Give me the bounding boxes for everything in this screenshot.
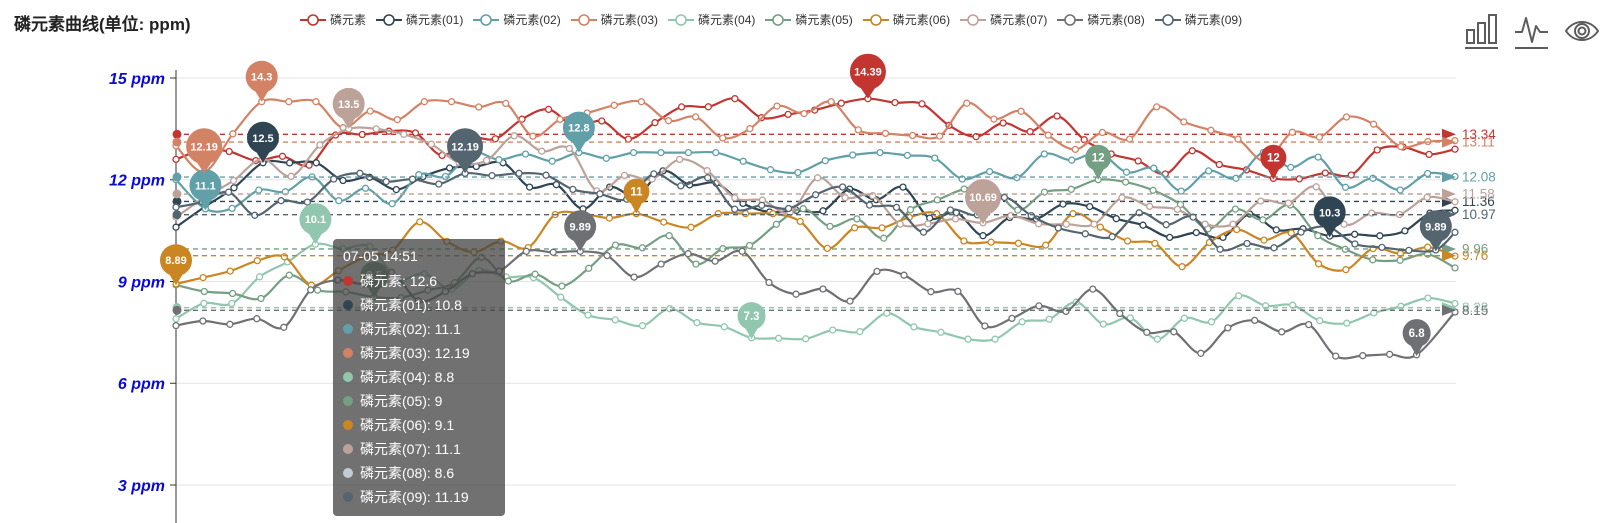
svg-text:13.5: 13.5 bbox=[338, 99, 359, 111]
legend-label: 磷元素(09) bbox=[1184, 13, 1243, 27]
avg-value-label: 10.97 bbox=[1462, 207, 1496, 222]
svg-text:10.1: 10.1 bbox=[305, 214, 326, 226]
chart-title: 磷元素曲线(单位: ppm) bbox=[14, 15, 191, 34]
avg-value-label: 11.58 bbox=[1462, 186, 1495, 201]
legend-item-9[interactable]: 磷元素(09) bbox=[1154, 11, 1243, 28]
avg-markline-0 bbox=[172, 128, 1456, 140]
svg-text:10.69: 10.69 bbox=[969, 192, 997, 204]
extreme-marker-balloon: 11.1 bbox=[189, 169, 222, 211]
legend-label: 磷元素(05) bbox=[795, 13, 853, 27]
avg-value-label: 13.34 bbox=[1462, 127, 1496, 142]
legend-label: 磷元素(07) bbox=[990, 13, 1048, 27]
legend-item-1[interactable]: 磷元素(01) bbox=[376, 11, 463, 28]
toolbox bbox=[1464, 12, 1600, 52]
extreme-marker-balloon: 12 bbox=[1085, 144, 1112, 180]
legend-line-icon bbox=[300, 13, 326, 26]
legend-label: 磷元素(04) bbox=[698, 13, 756, 27]
svg-text:6.8: 6.8 bbox=[1409, 328, 1426, 340]
legend-line-icon bbox=[668, 13, 695, 26]
bar-chart-icon[interactable] bbox=[1464, 12, 1500, 52]
svg-text:12.19: 12.19 bbox=[190, 141, 218, 153]
avg-value-label: 8.15 bbox=[1462, 303, 1488, 318]
svg-text:10.3: 10.3 bbox=[1319, 207, 1340, 219]
avg-markline-2 bbox=[172, 171, 1456, 183]
legend-label: 磷元素 bbox=[330, 13, 367, 27]
svg-text:14.3: 14.3 bbox=[251, 72, 272, 84]
svg-text:12: 12 bbox=[1092, 153, 1105, 165]
avg-value-label: 13.11 bbox=[1462, 135, 1495, 150]
extreme-marker-balloon: 13.5 bbox=[332, 87, 365, 129]
legend-line-icon bbox=[862, 13, 889, 26]
legend-line-icon bbox=[1154, 13, 1181, 26]
legend-label: 磷元素(01) bbox=[406, 13, 464, 27]
extreme-marker-balloon: 8.89 bbox=[160, 244, 192, 286]
legend-item-3[interactable]: 磷元素(03) bbox=[570, 11, 659, 28]
extreme-marker-balloon: 12.8 bbox=[562, 111, 595, 153]
svg-text:11.1: 11.1 bbox=[195, 180, 216, 192]
y-axis-label: 12 ppm bbox=[109, 173, 165, 190]
svg-text:12.5: 12.5 bbox=[252, 133, 273, 145]
extreme-marker-balloon: 9.89 bbox=[1419, 210, 1452, 252]
svg-text:7.3: 7.3 bbox=[744, 311, 760, 323]
avg-value-label: 11.36 bbox=[1462, 194, 1495, 209]
y-axis-label: 9 ppm bbox=[118, 274, 165, 291]
legend-line-icon bbox=[376, 13, 403, 26]
legend-line-icon bbox=[570, 13, 597, 26]
avg-value-label: 9.96 bbox=[1462, 241, 1488, 256]
avg-markline-3 bbox=[172, 136, 1456, 148]
svg-text:14.39: 14.39 bbox=[854, 67, 882, 79]
y-axis-label: 15 ppm bbox=[109, 71, 165, 88]
line-chart-icon[interactable] bbox=[1514, 12, 1550, 52]
svg-text:8.5: 8.5 bbox=[366, 270, 383, 282]
svg-text:12.8: 12.8 bbox=[568, 123, 589, 135]
svg-text:9.89: 9.89 bbox=[569, 221, 590, 233]
legend-item-5[interactable]: 磷元素(05) bbox=[765, 11, 853, 28]
extreme-marker-balloon: 7.3 bbox=[737, 302, 766, 340]
extreme-marker-balloon: 12.19 bbox=[447, 128, 484, 174]
extreme-marker-balloon: 9.89 bbox=[564, 210, 597, 252]
extreme-marker-balloon: 10.1 bbox=[299, 203, 332, 245]
legend-label: 磷元素(08) bbox=[1087, 13, 1145, 27]
avg-value-label: 9.76 bbox=[1462, 248, 1488, 263]
y-axis-label: 3 ppm bbox=[118, 478, 165, 495]
legend-item-7[interactable]: 磷元素(07) bbox=[960, 11, 1047, 28]
legend-line-icon bbox=[473, 13, 500, 26]
legend-label: 磷元素(02) bbox=[503, 13, 561, 27]
extreme-marker-balloon: 11 bbox=[623, 178, 650, 214]
extreme-marker-balloon: 10.69 bbox=[965, 179, 1002, 225]
series-line-3[interactable] bbox=[172, 98, 1459, 176]
svg-text:8.89: 8.89 bbox=[165, 255, 186, 267]
legend: 磷元素 磷元素(01) 磷元素(02) 磷元素(03) 磷元素(04) 磷元素(… bbox=[300, 11, 1242, 28]
legend-line-icon bbox=[765, 13, 792, 26]
legend-label: 磷元素(06) bbox=[892, 13, 951, 27]
extreme-marker-balloon: 14.3 bbox=[245, 60, 278, 102]
extreme-marker-balloon: 8.5 bbox=[360, 261, 389, 299]
y-axis-label: 6 ppm bbox=[118, 376, 165, 393]
legend-line-icon bbox=[1057, 13, 1084, 26]
legend-item-0[interactable]: 磷元素 bbox=[300, 11, 366, 28]
avg-value-label: 8.23 bbox=[1462, 300, 1488, 315]
legend-item-8[interactable]: 磷元素(08) bbox=[1057, 11, 1145, 28]
extreme-marker-balloon: 10.3 bbox=[1313, 196, 1346, 238]
extreme-marker-balloon: 12.19 bbox=[186, 128, 223, 174]
svg-text:12: 12 bbox=[1267, 153, 1280, 165]
legend-item-6[interactable]: 磷元素(06) bbox=[862, 11, 951, 28]
avg-markline-7 bbox=[172, 188, 1456, 200]
extreme-marker-balloon: 6.8 bbox=[1402, 319, 1431, 357]
svg-text:11: 11 bbox=[630, 187, 643, 199]
svg-text:9.89: 9.89 bbox=[1425, 221, 1446, 233]
extreme-marker-balloon: 12 bbox=[1260, 144, 1287, 180]
extreme-marker-balloon: 12.5 bbox=[246, 121, 279, 163]
avg-value-label: 12.08 bbox=[1462, 170, 1496, 185]
eye-icon[interactable] bbox=[1564, 12, 1600, 52]
svg-text:12.19: 12.19 bbox=[451, 141, 479, 153]
legend-item-4[interactable]: 磷元素(04) bbox=[668, 11, 755, 28]
legend-label: 磷元素(03) bbox=[600, 13, 659, 27]
extreme-marker-balloon: 14.39 bbox=[849, 53, 886, 99]
legend-line-icon bbox=[960, 13, 987, 26]
legend-item-2[interactable]: 磷元素(02) bbox=[473, 11, 561, 28]
